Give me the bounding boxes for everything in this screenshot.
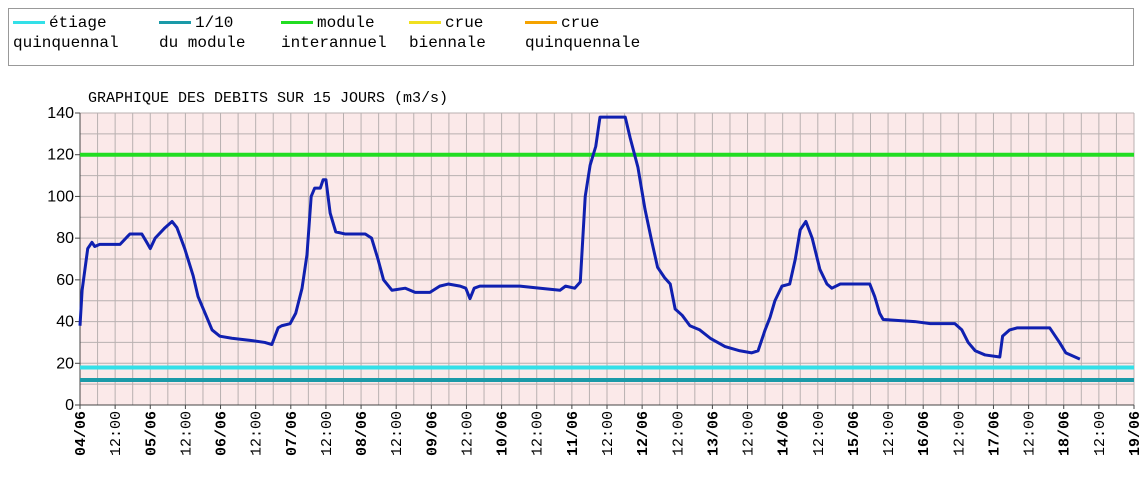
legend: étiage quinquennal 1/10 du module module i… bbox=[8, 8, 1134, 66]
x-tick-label: 12:00 bbox=[881, 411, 898, 456]
x-tick-label: 08/06 bbox=[354, 411, 371, 456]
legend-swatch bbox=[159, 21, 191, 25]
x-tick-label: 11/06 bbox=[565, 411, 582, 456]
x-tick-label: 12:00 bbox=[108, 411, 125, 456]
legend-swatch bbox=[525, 21, 557, 25]
y-tick-label: 120 bbox=[47, 147, 74, 164]
x-tick-label: 10/06 bbox=[495, 411, 512, 456]
legend-label: module interannuel bbox=[281, 14, 387, 52]
legend-entry: module interannuel bbox=[281, 13, 387, 53]
x-tick-label: 09/06 bbox=[424, 411, 441, 456]
x-tick-label: 13/06 bbox=[705, 411, 722, 456]
y-tick-label: 60 bbox=[56, 272, 74, 289]
x-tick-label: 12:00 bbox=[1022, 411, 1039, 456]
x-tick-label: 17/06 bbox=[986, 411, 1003, 456]
x-tick-label: 12:00 bbox=[600, 411, 617, 456]
x-tick-label: 12:00 bbox=[951, 411, 968, 456]
legend-label: 1/10 du module bbox=[159, 14, 246, 52]
x-tick-label: 06/06 bbox=[214, 411, 231, 456]
y-tick-label: 100 bbox=[47, 188, 74, 205]
x-tick-label: 18/06 bbox=[1057, 411, 1074, 456]
y-tick-label: 0 bbox=[65, 397, 74, 414]
x-tick-label: 05/06 bbox=[143, 411, 160, 456]
legend-entry: 1/10 du module bbox=[159, 13, 245, 53]
x-tick-label: 12:00 bbox=[249, 411, 266, 456]
x-tick-label: 12:00 bbox=[319, 411, 336, 456]
x-tick-label: 12:00 bbox=[670, 411, 687, 456]
legend-entry: crue biennale bbox=[409, 13, 486, 53]
x-tick-label: 12:00 bbox=[741, 411, 758, 456]
data-line bbox=[78, 115, 1081, 361]
y-tick-label: 140 bbox=[47, 105, 74, 122]
x-tick-label: 04/06 bbox=[73, 411, 90, 456]
legend-label: crue quinquennale bbox=[525, 14, 641, 52]
x-tick-label: 12:00 bbox=[459, 411, 476, 456]
legend-entry: étiage quinquennal bbox=[13, 13, 119, 53]
y-tick-label: 20 bbox=[56, 355, 74, 372]
x-tick-label: 12:00 bbox=[811, 411, 828, 456]
x-tick-label: 19/06 bbox=[1127, 411, 1142, 456]
x-tick-label: 12/06 bbox=[635, 411, 652, 456]
x-tick-label: 12:00 bbox=[178, 411, 195, 456]
x-tick-label: 07/06 bbox=[284, 411, 301, 456]
y-tick-label: 40 bbox=[56, 314, 74, 331]
legend-swatch bbox=[281, 21, 313, 25]
legend-entry: crue quinquennale bbox=[525, 13, 640, 53]
chart-title: GRAPHIQUE DES DEBITS SUR 15 JOURS (m3/s) bbox=[88, 90, 448, 107]
x-tick-label: 14/06 bbox=[776, 411, 793, 456]
legend-label: étiage quinquennal bbox=[13, 14, 119, 52]
x-tick-label: 15/06 bbox=[846, 411, 863, 456]
x-tick-label: 12:00 bbox=[530, 411, 547, 456]
y-tick-label: 80 bbox=[56, 230, 74, 247]
x-tick-label: 16/06 bbox=[916, 411, 933, 456]
legend-swatch bbox=[409, 21, 441, 25]
x-tick-label: 12:00 bbox=[389, 411, 406, 456]
legend-label: crue biennale bbox=[409, 14, 486, 52]
legend-swatch bbox=[13, 21, 45, 25]
x-tick-label: 12:00 bbox=[1092, 411, 1109, 456]
